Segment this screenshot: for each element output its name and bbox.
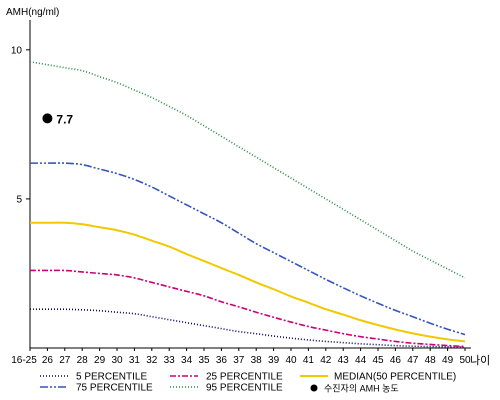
- legend-label-1: 25 PERCENTILE: [206, 372, 283, 383]
- patient-amh-point: [42, 113, 53, 124]
- legend-label-0: 5 PERCENTILE: [76, 372, 147, 383]
- x-tick-label: 29: [94, 355, 106, 366]
- legend-marker-patient: [310, 384, 318, 392]
- x-tick-label: 30: [111, 355, 123, 366]
- y-tick-label: 5: [16, 194, 22, 205]
- x-tick-label: 45: [372, 355, 384, 366]
- x-tick-label: 35: [198, 355, 210, 366]
- x-tick-label: 44: [355, 355, 367, 366]
- x-tick-label: 36: [216, 355, 228, 366]
- series-line-0: [30, 308, 466, 348]
- legend-label-patient: 수진자의 AMH 농도: [324, 384, 399, 394]
- x-tick-label: 31: [129, 355, 141, 366]
- legend-label-2: MEDIAN(50 PERCENTILE): [334, 372, 456, 383]
- x-tick-label: 39: [268, 355, 280, 366]
- x-tick-label: 32: [146, 355, 158, 366]
- x-axis-title: 나이: [470, 354, 490, 367]
- x-tick-label: 27: [59, 355, 71, 366]
- series-line-3: [29, 162, 466, 336]
- x-tick-label: 48: [425, 355, 437, 366]
- x-tick-label: 38: [251, 355, 263, 366]
- x-tick-label: 50: [459, 355, 471, 366]
- x-tick-label: 49: [442, 355, 454, 366]
- x-tick-label: 43: [338, 355, 350, 366]
- x-tick-label: 33: [164, 355, 176, 366]
- x-tick-label: 41: [303, 355, 315, 366]
- x-tick-label: 40: [285, 355, 297, 366]
- legend-label-4: 95 PERCENTILE: [206, 383, 283, 394]
- legend: 5 PERCENTILE 25 PERCENTILE MEDIAN(50 PERCE…: [40, 372, 456, 394]
- x-tick-label: 26: [42, 355, 54, 366]
- x-tick-label: 34: [181, 355, 193, 366]
- y-axis-title: AMH(ng/ml): [6, 7, 59, 18]
- patient-amh-value-label: 7.7: [56, 112, 73, 126]
- x-tick-label: 16-25: [11, 355, 37, 366]
- x-tick-label: 28: [77, 355, 89, 366]
- series-line-1: [30, 269, 466, 348]
- x-tick-label: 37: [233, 355, 245, 366]
- legend-label-3: 75 PERCENTILE: [76, 383, 153, 394]
- x-tick-label: 46: [390, 355, 402, 366]
- series-line-4: [29, 60, 466, 279]
- x-tick-label: 47: [407, 355, 419, 366]
- y-tick-label: 10: [11, 45, 23, 56]
- series-line-2: [30, 221, 466, 343]
- x-tick-label: 42: [320, 355, 332, 366]
